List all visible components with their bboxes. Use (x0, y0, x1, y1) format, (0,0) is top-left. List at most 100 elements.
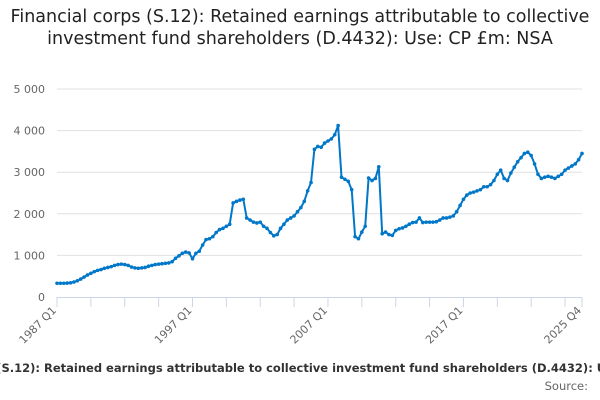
data-point (373, 176, 378, 181)
x-tick-label: 2025 Q4 (542, 304, 585, 347)
data-point (370, 178, 374, 183)
data-point (268, 230, 273, 235)
data-point (515, 160, 520, 164)
data-point (417, 216, 422, 220)
data-point (444, 216, 449, 220)
data-point (241, 197, 246, 202)
data-point (136, 266, 141, 271)
data-point (509, 171, 513, 175)
data-point (322, 141, 327, 145)
data-point (363, 224, 368, 229)
data-point (221, 226, 225, 231)
data-point (339, 175, 344, 179)
data-point (319, 145, 323, 150)
data-point (258, 220, 263, 224)
data-point (536, 172, 540, 177)
data-point (397, 226, 401, 231)
data-point (146, 264, 151, 269)
data-point (566, 166, 571, 170)
data-point (265, 226, 269, 231)
data-point (549, 175, 554, 179)
data-point (160, 261, 164, 266)
data-point (360, 230, 364, 234)
data-point (248, 218, 252, 222)
data-point (302, 199, 307, 204)
data-point (183, 250, 188, 254)
data-point (282, 222, 286, 226)
data-point (153, 262, 158, 267)
data-point (434, 219, 439, 224)
data-point (421, 220, 425, 225)
data-point (190, 256, 195, 261)
data-point (505, 178, 510, 183)
data-point (224, 224, 229, 229)
data-point (485, 184, 489, 189)
data-point (122, 262, 127, 267)
data-point (177, 254, 181, 258)
data-point (68, 281, 73, 285)
data-point (255, 221, 259, 225)
data-point (72, 280, 76, 284)
data-point (119, 262, 124, 266)
data-point (424, 220, 428, 224)
x-tick-label: 2007 Q1 (288, 304, 331, 347)
data-point (512, 165, 517, 170)
data-point (58, 281, 63, 286)
data-point (251, 220, 256, 224)
data-point (404, 224, 408, 229)
data-point (92, 269, 97, 274)
data-point (244, 216, 249, 220)
data-point (332, 132, 337, 137)
data-point (217, 227, 222, 232)
data-point (231, 201, 235, 205)
data-point (194, 251, 198, 256)
data-point (234, 199, 239, 204)
data-point (353, 234, 357, 239)
data-point (173, 256, 178, 261)
data-point (498, 168, 503, 172)
data-point (488, 182, 493, 187)
data-point (336, 123, 340, 128)
data-point (78, 277, 83, 281)
y-tick-label: 5 000 (14, 83, 46, 96)
data-point (75, 278, 80, 283)
data-point (475, 189, 479, 193)
data-point (207, 236, 212, 241)
data-point (532, 162, 537, 166)
data-point (407, 222, 412, 226)
data-point (559, 172, 564, 177)
data-point (393, 228, 398, 233)
data-point (454, 209, 459, 214)
data-point (112, 263, 117, 268)
data-point (238, 198, 242, 202)
data-point (102, 266, 107, 271)
data-point (465, 193, 469, 197)
data-point (580, 151, 584, 156)
data-point (85, 273, 90, 277)
data-point (143, 265, 147, 270)
data-point (288, 216, 293, 220)
data-point (95, 268, 100, 273)
data-point (214, 230, 218, 235)
data-point (495, 172, 500, 177)
data-point (271, 234, 276, 238)
data-point (166, 261, 171, 265)
data-point (356, 236, 361, 241)
data-point (65, 281, 69, 285)
data-point (204, 237, 208, 242)
data-point (61, 281, 66, 286)
data-point (414, 220, 418, 224)
data-point (187, 251, 191, 255)
data-point (526, 150, 530, 155)
x-tick-label: 1987 Q1 (17, 304, 60, 347)
data-point (542, 175, 547, 179)
data-point (441, 216, 445, 220)
data-point (343, 177, 347, 182)
data-point (390, 233, 395, 238)
data-point (451, 214, 456, 218)
data-point (309, 180, 313, 185)
data-point (156, 262, 161, 266)
y-tick-label: 4 000 (14, 125, 46, 138)
data-point (180, 251, 185, 256)
data-point (522, 151, 527, 156)
